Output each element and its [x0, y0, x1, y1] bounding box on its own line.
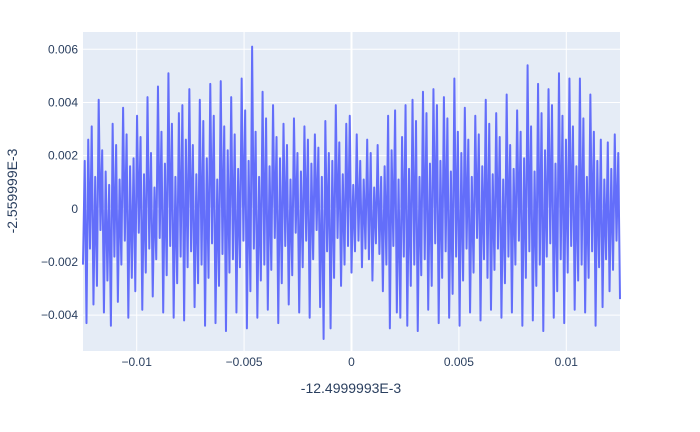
signal-line	[82, 45, 621, 341]
x-tick-label: −0.005	[226, 355, 263, 369]
y-axis-title: -2.559999E-3	[4, 148, 20, 233]
y-tick-label: 0.002	[48, 149, 78, 163]
y-tick-label: 0.006	[48, 42, 78, 56]
x-tick-label: 0.005	[444, 355, 474, 369]
y-tick-label: 0	[71, 202, 78, 216]
y-tick-label: −0.002	[41, 255, 78, 269]
x-tick-label: −0.01	[122, 355, 153, 369]
x-axis-title: -12.4999993E-3	[301, 380, 402, 396]
y-tick-labels: −0.004 −0.002 0 0.002 0.004 0.006	[41, 42, 78, 322]
y-tick-label: −0.004	[41, 308, 78, 322]
x-tick-label: 0.01	[555, 355, 579, 369]
y-tick-label: 0.004	[48, 95, 78, 109]
x-tick-label: 0	[348, 355, 355, 369]
x-tick-labels: −0.01 −0.005 0 0.005 0.01	[122, 355, 579, 369]
